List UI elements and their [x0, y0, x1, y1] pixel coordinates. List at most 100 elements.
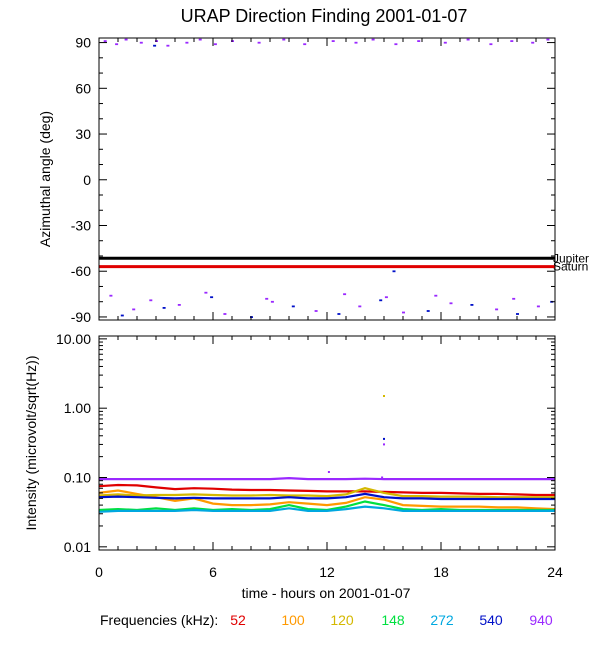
azimuth-point: [132, 308, 136, 311]
azimuth-point: [434, 294, 438, 297]
azimuth-data-layer: [99, 38, 555, 318]
intensity-y-tick-label: 1.00: [64, 400, 91, 416]
azimuth-point: [510, 40, 514, 42]
azimuth-point: [426, 310, 430, 312]
intensity-outlier-point: [383, 395, 385, 397]
frequency-52-label: 52: [230, 612, 246, 628]
azimuth-point: [198, 38, 202, 41]
azimuth-point: [384, 296, 388, 299]
azimuth-point: [314, 310, 318, 312]
azimuth-point: [177, 304, 181, 306]
azimuth-y-tick-label: -60: [71, 263, 91, 279]
azimuth-point: [166, 44, 170, 47]
frequency-148-label: 148: [381, 612, 405, 628]
azimuth-point: [512, 297, 516, 300]
azimuth-point: [516, 313, 519, 315]
azimuth-point: [394, 43, 398, 46]
azimuth-point: [265, 297, 269, 300]
azimuth-point: [466, 38, 470, 41]
intensity-plot-frame: [98, 335, 556, 551]
intensity-series-120: [98, 487, 555, 499]
intensity-series-100: [98, 489, 556, 511]
azimuth-point: [185, 41, 189, 44]
x-tick-label: 0: [95, 564, 103, 580]
intensity-series-272: [98, 505, 555, 513]
azimuth-point: [204, 291, 208, 294]
azimuth-point: [291, 305, 295, 308]
azimuth-point: [417, 40, 421, 42]
frequency-272-label: 272: [430, 612, 454, 628]
azimuth-y-tick-label: 30: [75, 126, 91, 142]
azimuth-point: [109, 294, 113, 297]
azimuth-plot-frame: [98, 37, 556, 321]
frequency-120-label: 120: [330, 612, 354, 628]
x-tick-label: 12: [319, 564, 335, 580]
frequency-legend-label: Frequencies (kHz):: [100, 612, 218, 628]
azimuth-point: [402, 311, 405, 314]
reference-label-saturn: Saturn: [553, 260, 588, 274]
azimuth-point: [120, 314, 124, 317]
azimuth-point: [470, 304, 474, 306]
azimuth-point: [162, 307, 166, 309]
azimuth-point: [331, 40, 335, 42]
azimuth-point: [337, 313, 341, 315]
azimuth-point: [371, 38, 375, 41]
azimuth-point: [257, 41, 261, 44]
x-tick-label: 6: [209, 564, 217, 580]
azimuth-point: [495, 308, 499, 311]
azimuth-point: [536, 305, 540, 308]
azimuth-point: [124, 38, 128, 41]
azimuth-y-tick-label: 60: [75, 80, 91, 96]
intensity-outlier-point: [383, 443, 385, 446]
x-tick-label: 18: [433, 564, 449, 580]
azimuth-point: [139, 41, 143, 44]
intensity-axes: 10.00 1.00 0.10 0.010 6 12 18 24: [56, 331, 563, 580]
azimuth-point: [358, 305, 362, 308]
azimuth-point: [443, 41, 447, 44]
frequency-940-label: 940: [529, 612, 553, 628]
azimuth-point: [115, 43, 119, 46]
azimuth-point: [223, 313, 227, 315]
x-axis-label: time - hours on 2001-01-07: [242, 585, 411, 601]
chart-title: URAP Direction Finding 2001-01-07: [181, 6, 468, 26]
intensity-y-tick-label: 10.00: [56, 331, 91, 347]
azimuth-y-tick-label: -90: [71, 309, 91, 325]
azimuth-point: [531, 41, 535, 44]
azimuth-point: [153, 44, 157, 47]
intensity-series-940: [99, 476, 555, 481]
azimuth-point: [103, 40, 107, 42]
azimuth-point: [210, 296, 214, 299]
azimuth-point: [354, 41, 358, 44]
frequency-100-label: 100: [281, 612, 305, 628]
azimuth-point: [149, 299, 153, 302]
azimuth-point: [489, 43, 493, 46]
azimuth-point: [270, 300, 274, 303]
reference-label-jupiter: Jupiter: [553, 251, 589, 265]
intensity-outlier-point: [381, 476, 384, 479]
intensity-outlier-point: [383, 437, 385, 440]
intensity-series-540: [98, 492, 555, 501]
azimuth-point: [303, 43, 307, 46]
frequency-legend: Frequencies (kHz): 52 100 120 148 272 540 940: [100, 612, 553, 628]
azimuth-point: [379, 299, 383, 302]
azimuth-point: [392, 270, 396, 273]
azimuth-y-tick-label: 90: [75, 35, 91, 51]
intensity-series-52: [98, 483, 555, 497]
intensity-y-tick-label: 0.01: [64, 539, 91, 555]
intensity-outlier-point: [327, 471, 330, 473]
azimuth-y-axis-label: Azimuthal angle (deg): [37, 111, 53, 247]
azimuth-point: [282, 38, 286, 41]
azimuth-point: [546, 38, 550, 41]
frequency-540-label: 540: [479, 612, 503, 628]
intensity-y-tick-label: 0.10: [64, 470, 91, 486]
azimuth-point: [213, 43, 217, 46]
azimuth-point: [343, 293, 347, 296]
azimuth-point: [449, 302, 453, 305]
azimuth-y-tick-label: 0: [83, 172, 91, 188]
intensity-data-layer: [98, 395, 556, 513]
x-tick-label: 24: [547, 564, 563, 580]
intensity-panel: 10.00 1.00 0.10 0.010 6 12 18 24 Intensity (mic…: [23, 331, 563, 580]
azimuth-y-tick-label: -30: [71, 217, 91, 233]
